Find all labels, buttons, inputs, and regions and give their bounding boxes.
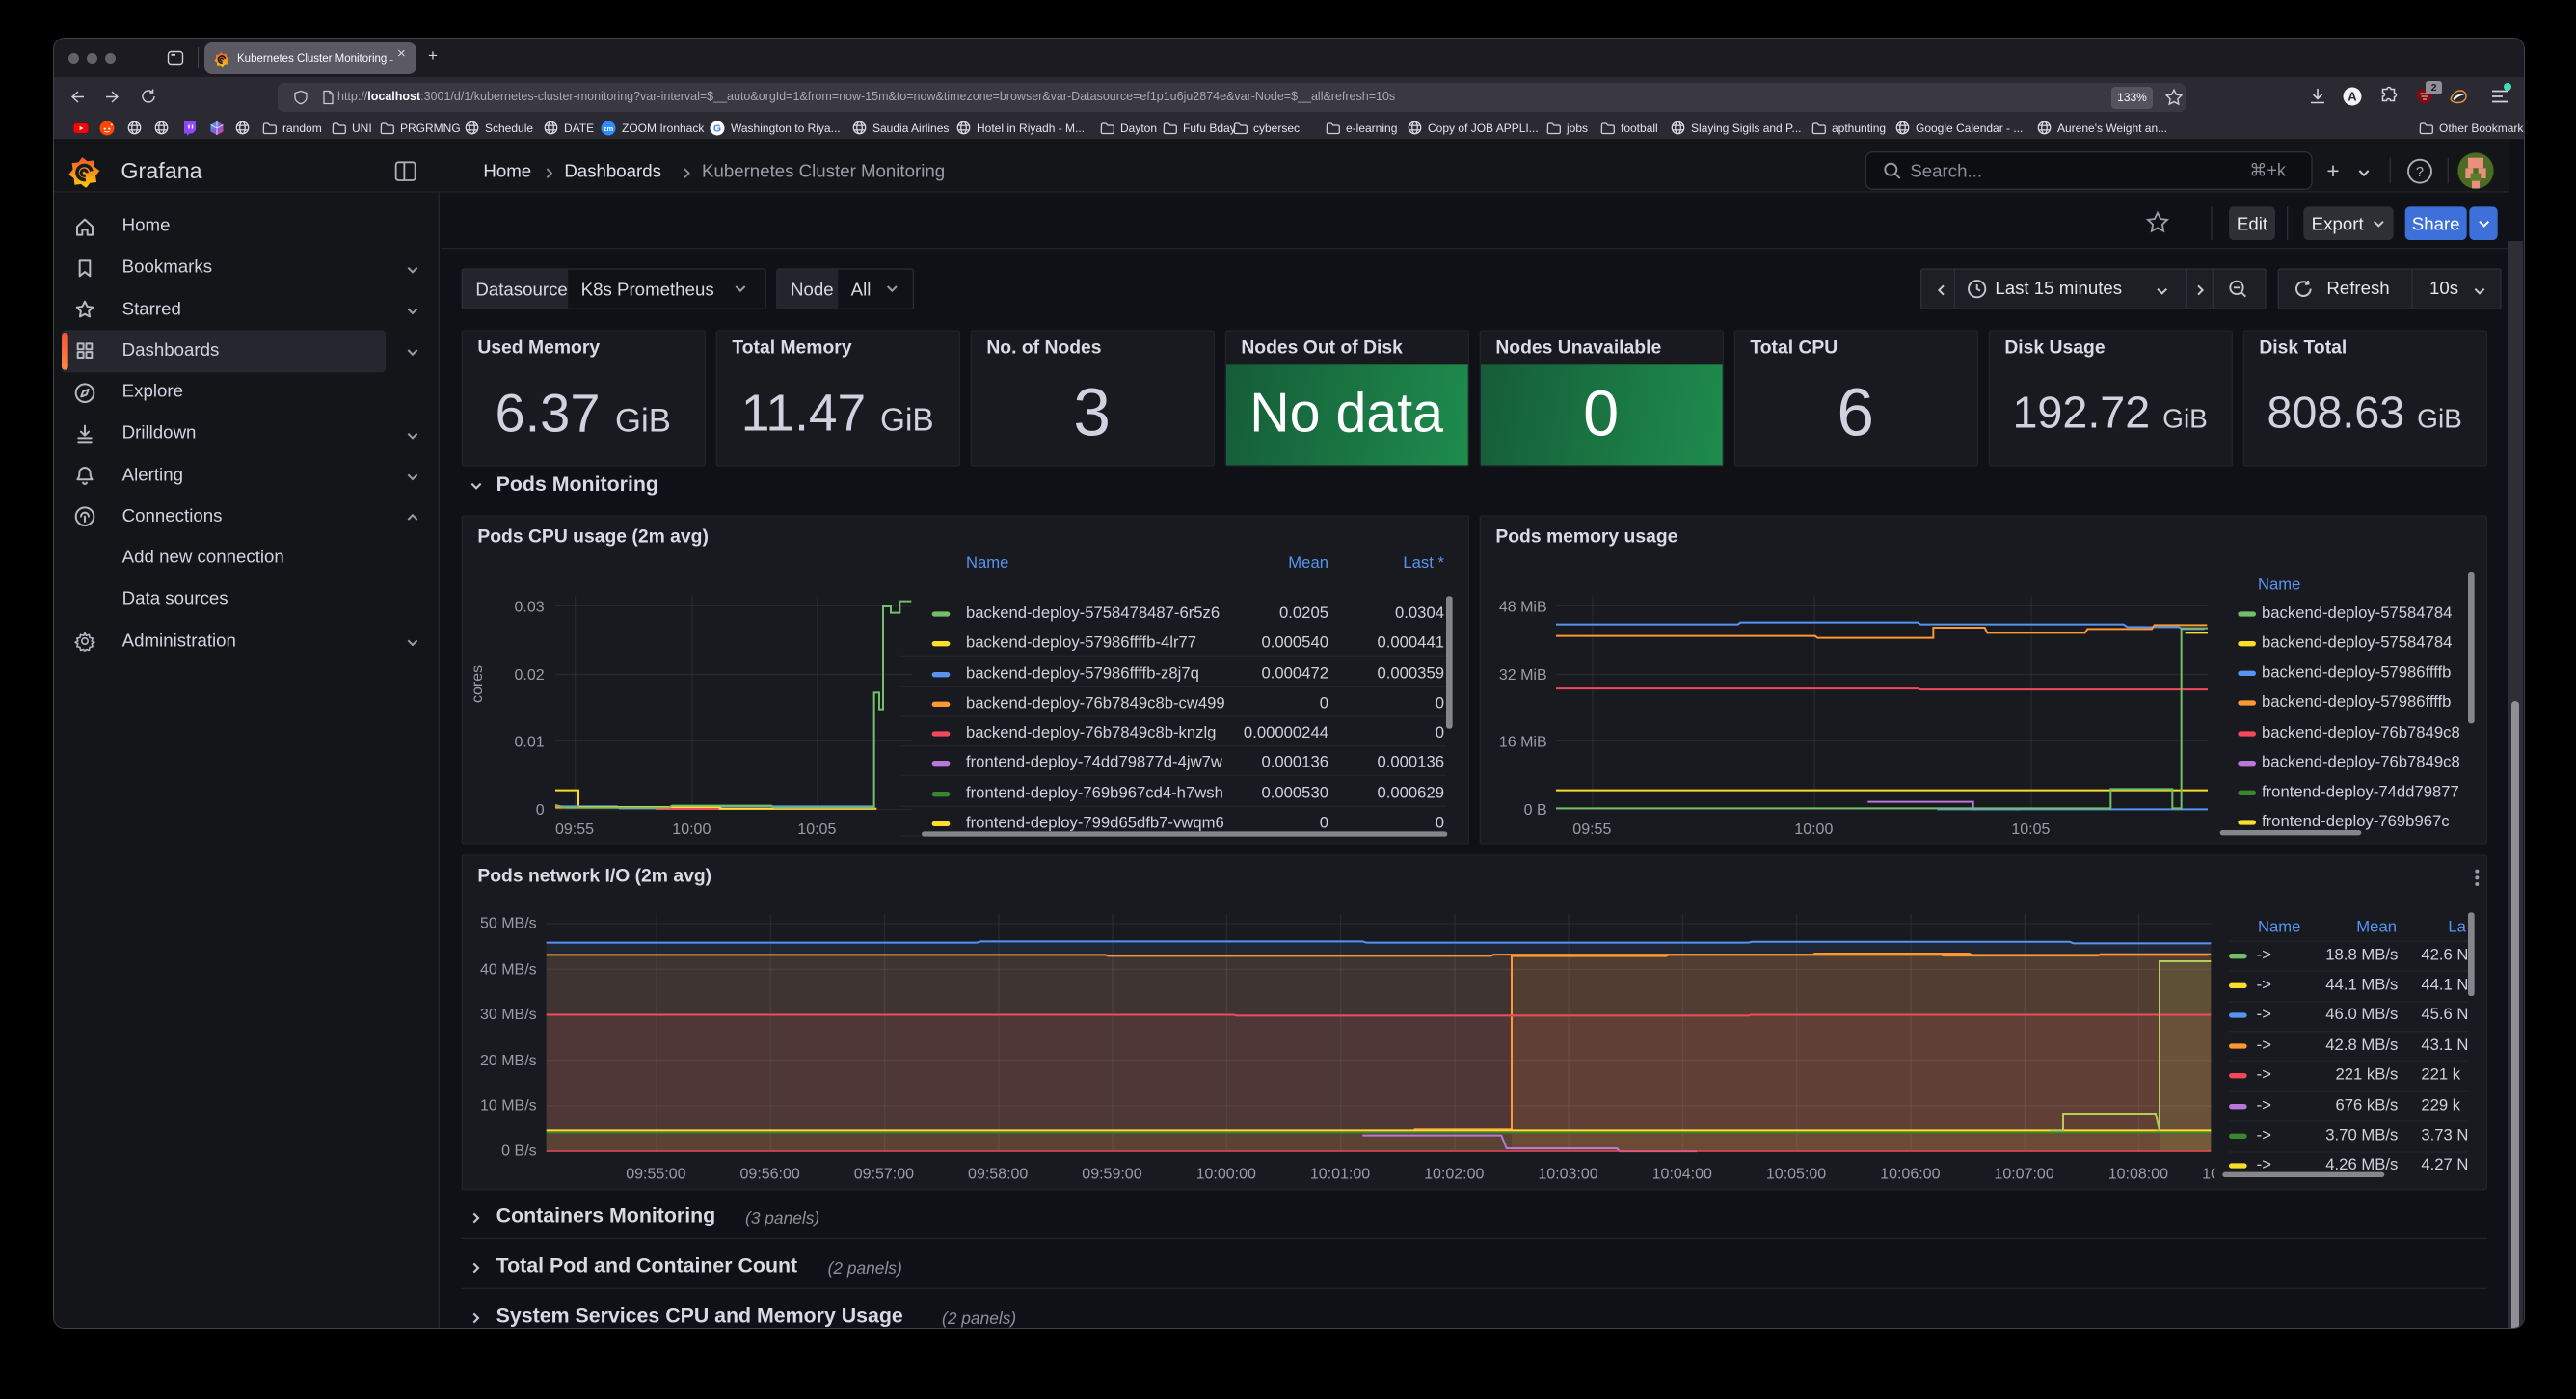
svg-text:zm: zm	[604, 124, 614, 133]
svg-text:G: G	[713, 122, 721, 134]
svg-text:A: A	[2348, 89, 2357, 103]
svg-text:?: ?	[2416, 165, 2424, 180]
